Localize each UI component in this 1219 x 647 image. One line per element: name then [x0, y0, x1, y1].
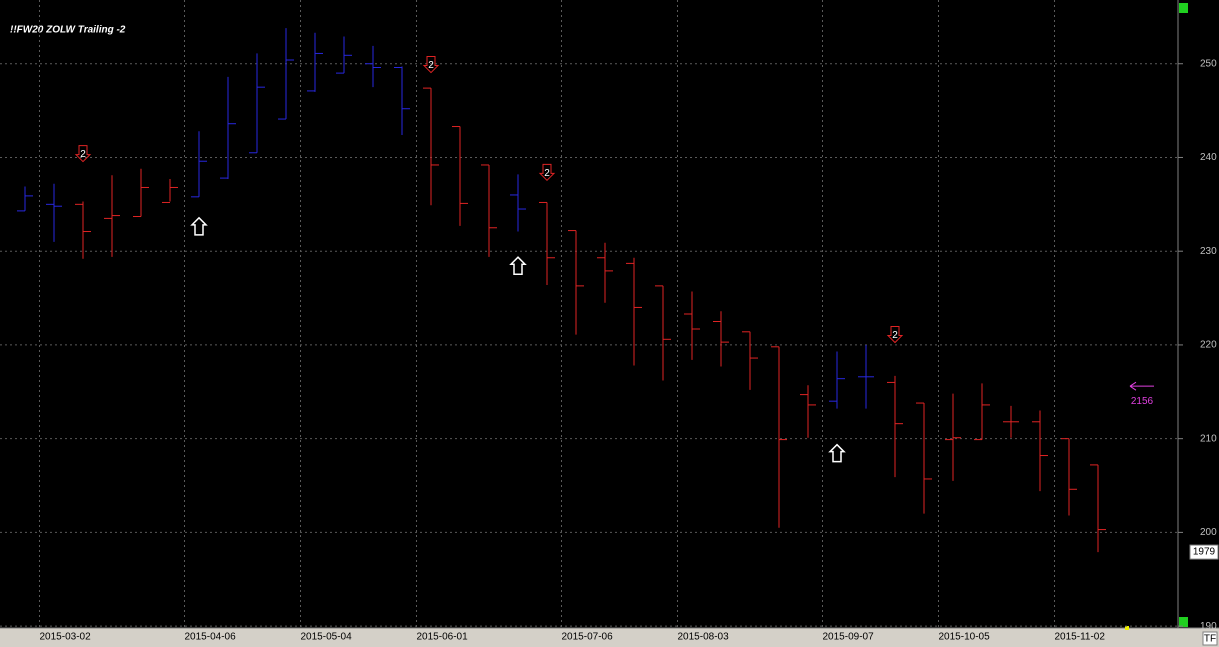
sell-signal	[422, 56, 440, 74]
corner-button[interactable]	[1179, 617, 1188, 627]
buy-signal	[509, 256, 527, 275]
target-arrow	[1129, 381, 1154, 391]
sell-signal	[538, 163, 556, 182]
x-tick-label: 2015-04-06	[185, 632, 237, 643]
tf-label: TF	[1204, 634, 1216, 645]
y-tick-label: 190	[1200, 621, 1217, 632]
x-tick-label: 2015-10-05	[939, 632, 991, 643]
x-tick-label: 2015-05-04	[301, 632, 353, 643]
x-tick-label: 2015-09-07	[823, 632, 875, 643]
y-tick-label: 210	[1200, 433, 1217, 444]
last-price-box	[1189, 544, 1219, 560]
x-tick-label: 2015-11-02	[1055, 632, 1106, 643]
tf-box[interactable]	[1202, 631, 1218, 646]
y-tick-label: 220	[1200, 340, 1217, 351]
buy-signal	[828, 443, 846, 463]
sell-signal-label: 2	[892, 330, 898, 341]
y-tick-label: 200	[1200, 527, 1217, 538]
sell-signal	[74, 145, 92, 163]
y-tick-label: 250	[1200, 58, 1217, 69]
sell-signal-label: 2	[544, 168, 550, 179]
sell-signal	[886, 325, 904, 344]
chart-title: !!FW20 ZOLW Trailing -2	[10, 25, 126, 36]
y-tick-label: 240	[1200, 152, 1217, 163]
corner-button[interactable]	[1179, 3, 1188, 13]
last-price-label: 1979	[1193, 547, 1216, 558]
x-tick-label: 2015-07-06	[562, 632, 614, 643]
x-tick-label: 2015-03-02	[40, 632, 92, 643]
buy-signal	[190, 216, 208, 236]
target-label: 2156	[1131, 396, 1154, 407]
sell-signal-label: 2	[428, 60, 434, 71]
x-tick-label: 2015-06-01	[417, 632, 469, 643]
x-axis-strip	[0, 628, 1219, 647]
sell-signal-label: 2	[80, 149, 86, 160]
x-tick-label: 2015-08-03	[678, 632, 730, 643]
y-tick-label: 230	[1200, 246, 1217, 257]
marker	[1125, 626, 1129, 630]
